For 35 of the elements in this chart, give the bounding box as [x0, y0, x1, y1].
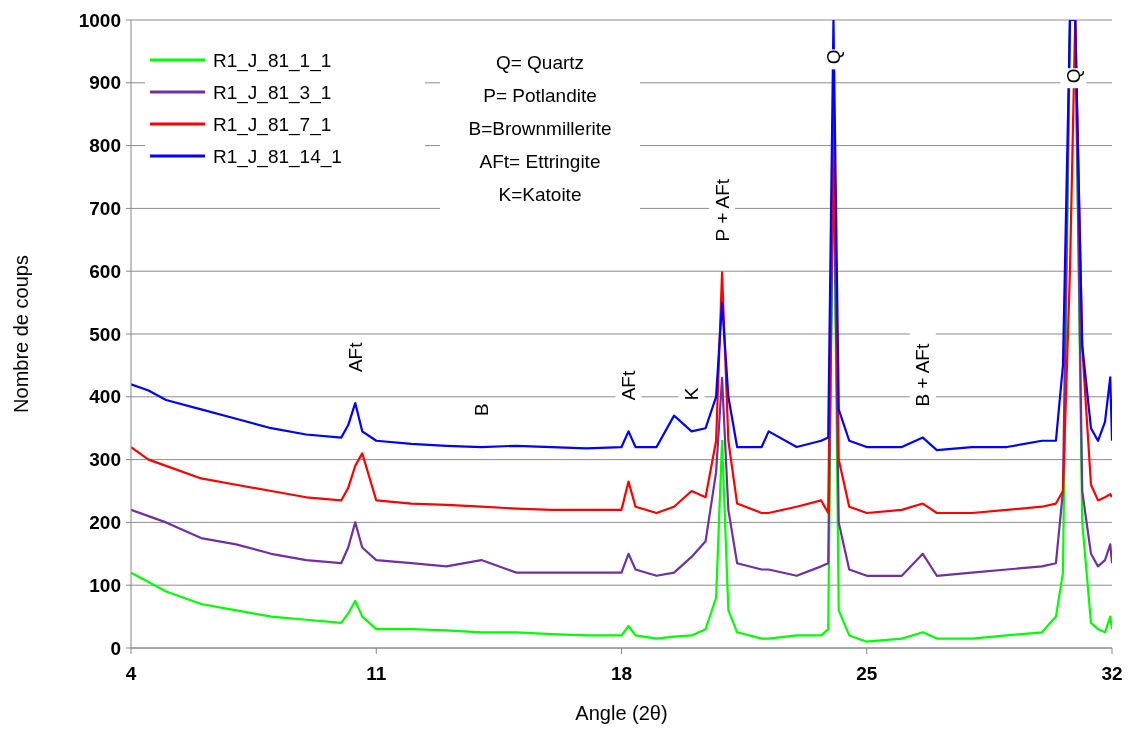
x-tick-label: 4 — [125, 663, 137, 684]
annotation: P + AFt — [711, 178, 733, 242]
legend-label: R1_J_81_7_1 — [213, 113, 332, 136]
x-tick-label: 11 — [366, 663, 387, 684]
annotation: Q — [1063, 68, 1085, 84]
x-axis-title: Angle (2θ) — [575, 702, 668, 724]
annotation: B — [471, 403, 493, 417]
y-tick-label: 900 — [89, 72, 121, 94]
legend-label: R1_J_81_14_1 — [213, 145, 342, 168]
annotation: K — [681, 387, 703, 401]
x-tick-label: 25 — [856, 663, 878, 684]
y-tick-label: 400 — [89, 386, 121, 408]
y-tick-label: 0 — [110, 637, 121, 659]
y-tick-label: 100 — [89, 574, 121, 596]
annotation: B + AFt — [912, 343, 934, 407]
annotation: Q= Quartz — [495, 51, 585, 73]
annotation: K=Katoite — [498, 183, 582, 205]
y-tick-label: 600 — [89, 260, 121, 282]
annotation: AFt — [344, 341, 366, 373]
annotation: P= Potlandite — [483, 84, 597, 106]
y-tick-label: 300 — [89, 449, 121, 471]
annotation: AFt= Ettringite — [479, 150, 601, 172]
x-tick-label: 18 — [610, 663, 633, 684]
x-tick-label: 32 — [1101, 663, 1123, 684]
y-axis-title: Nombre de coups — [10, 255, 32, 413]
legend-label: R1_J_81_1_1 — [213, 49, 332, 72]
y-tick-label: 1000 — [78, 9, 121, 31]
y-tick-label: 200 — [89, 512, 121, 534]
legend-label: R1_J_81_3_1 — [213, 81, 332, 104]
y-tick-label: 500 — [89, 323, 121, 345]
y-tick-label: 700 — [89, 198, 121, 220]
annotation: AFt — [618, 370, 640, 401]
annotation: Q — [823, 49, 845, 65]
annotation: B=Brownmillerite — [468, 117, 612, 139]
y-tick-label: 800 — [89, 135, 121, 157]
